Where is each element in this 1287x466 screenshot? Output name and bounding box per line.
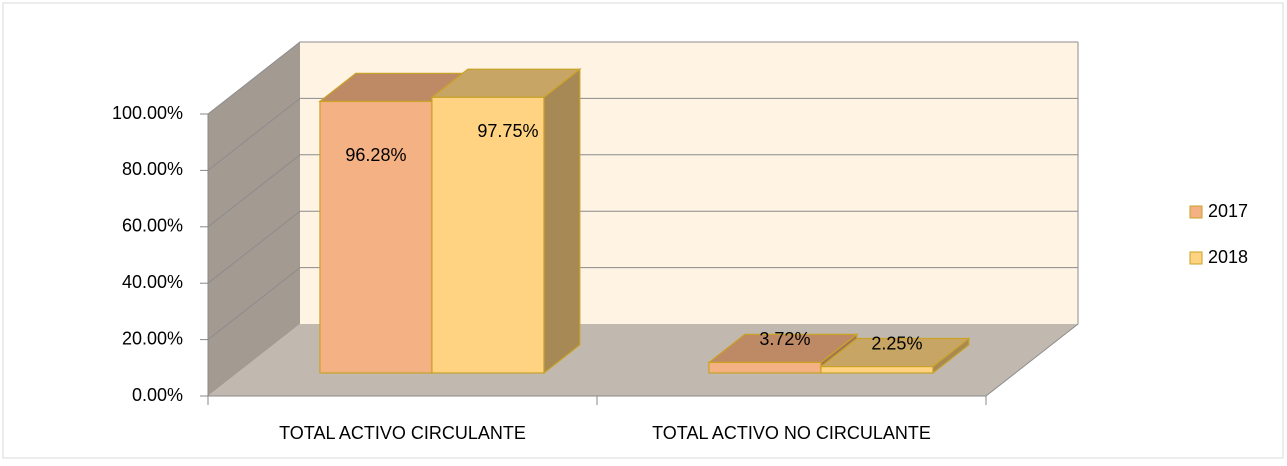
grid-line [207,210,1078,284]
y-tick-label: 20.00% [122,328,183,348]
floor-edge [985,42,1079,397]
bar [431,96,545,374]
legend-swatch [1189,251,1203,265]
grid-line [207,97,1078,171]
bar-side [543,67,581,375]
data-label: 96.28% [345,145,406,165]
bar [820,366,934,374]
x-tick-label: TOTAL ACTIVO CIRCULANTE [279,423,526,443]
data-label: 2.25% [871,333,922,353]
bar [319,100,433,374]
side-wall [208,42,300,396]
grid-line [207,267,1078,340]
x-tick-label: TOTAL ACTIVO NO CIRCULANTE [652,423,931,443]
data-label: 3.72% [759,329,810,349]
legend-swatch [1189,205,1203,219]
y-tick-label: 0.00% [132,385,183,405]
legend-label: 2017 [1208,201,1248,221]
y-tick-label: 60.00% [122,216,183,236]
y-tick-label: 100.00% [112,103,183,123]
bar [708,361,822,374]
legend-label: 2018 [1208,247,1248,267]
grid-line [207,154,1078,228]
y-tick-label: 80.00% [122,159,183,179]
data-label: 97.75% [477,121,538,141]
y-tick-label: 40.00% [122,272,183,292]
grid-line [207,41,1078,115]
